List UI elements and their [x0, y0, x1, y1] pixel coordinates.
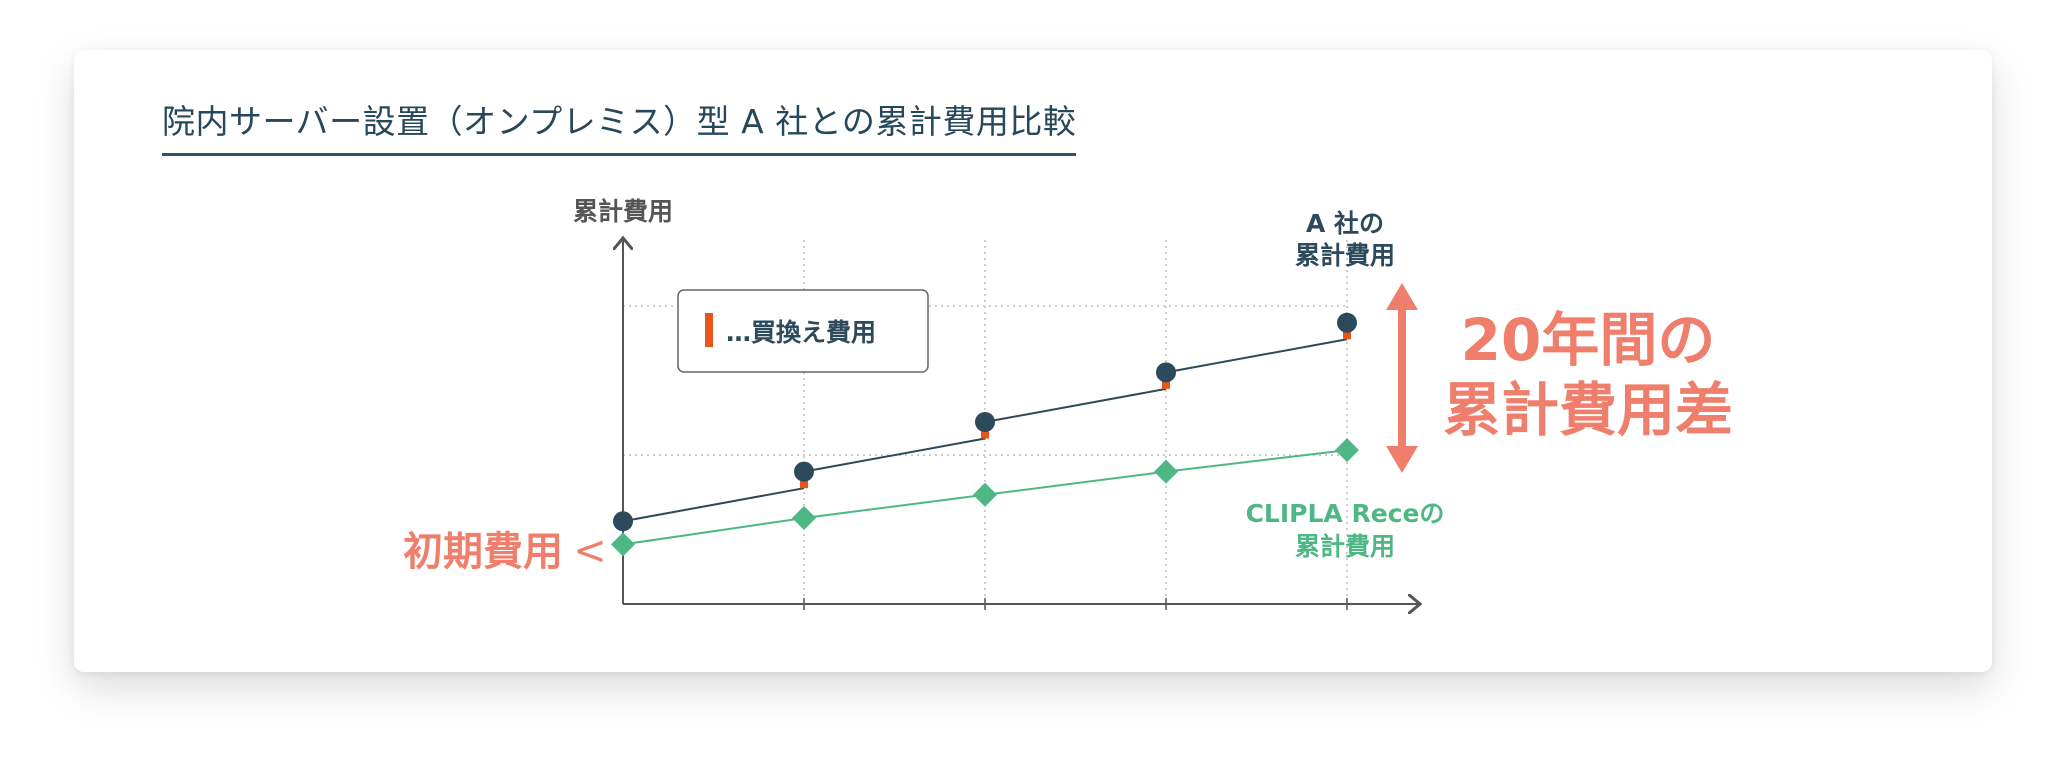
data-point-clipla [973, 482, 997, 507]
data-point-a [1156, 362, 1176, 383]
series-label-a: 累計費用 [1295, 241, 1395, 270]
difference-label: 累計費用差 [1443, 376, 1733, 444]
difference-arrow-head-bottom [1386, 446, 1418, 473]
series-label-clipla: CLIPLA Receの [1246, 499, 1445, 528]
data-point-a [975, 412, 995, 432]
series-line-a [984, 387, 1167, 423]
difference-label: 20年間の [1461, 306, 1716, 374]
data-point-clipla [1335, 438, 1359, 463]
data-point-a [1337, 312, 1357, 333]
legend-box [677, 289, 929, 373]
initial-cost-bracket: < [573, 528, 607, 574]
series-label-a: A 社の [1306, 209, 1384, 238]
axes: 累計費用 [573, 197, 1418, 610]
series-line-a [1165, 338, 1348, 374]
series [611, 312, 1359, 557]
initial-cost-label: 初期費用 [403, 529, 563, 575]
series-line-a [803, 437, 986, 473]
difference-arrow-shaft [1398, 305, 1406, 453]
data-point-clipla [1154, 459, 1178, 484]
legend-label: …買換え費用 [726, 318, 876, 347]
data-point-clipla [792, 505, 816, 530]
data-point-a [613, 511, 633, 532]
data-point-a [794, 461, 814, 482]
data-point-clipla [611, 532, 635, 557]
page-title: 院内サーバー設置（オンプレミス）型 A 社との累計費用比較 [162, 95, 1077, 156]
series-label-clipla: 累計費用 [1295, 532, 1395, 561]
series-line-a [622, 487, 805, 523]
y-axis-label: 累計費用 [573, 197, 673, 226]
difference-arrow-head-top [1386, 283, 1418, 310]
legend-marker [705, 313, 713, 347]
